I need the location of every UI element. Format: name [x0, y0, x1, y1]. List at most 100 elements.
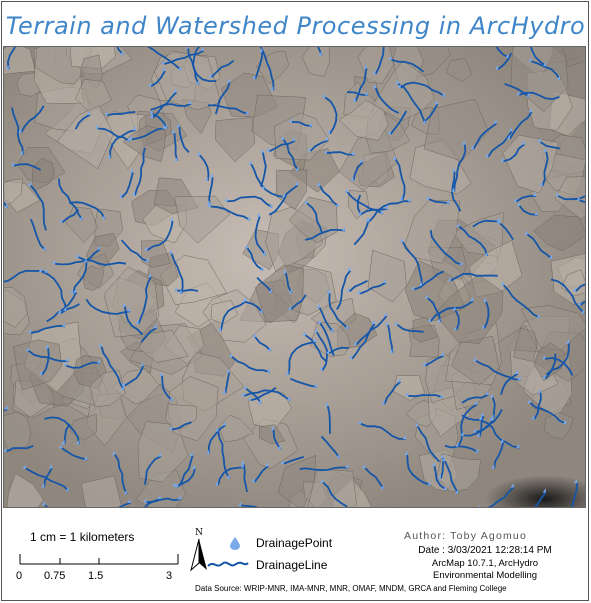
- drainage-line: [290, 294, 307, 311]
- drainage-line: [116, 47, 124, 56]
- drainage-line: [134, 147, 146, 196]
- drainage-point: [517, 375, 521, 381]
- drainage-point: [422, 119, 426, 124]
- drainage-point: [127, 498, 131, 503]
- drainage-point: [25, 346, 29, 352]
- drainage-line: [439, 457, 445, 479]
- drainage-line: [495, 47, 510, 59]
- drainage-point: [476, 432, 480, 437]
- drainage-line: [11, 107, 24, 155]
- drainage-line: [389, 110, 408, 135]
- drainage-point: [451, 187, 455, 192]
- data-source-credit: Data Source: WRIP-MNR, IMA-MNR, MNR, OMA…: [195, 584, 507, 593]
- drainage-point: [555, 192, 559, 197]
- course-credit: Environmental Modelling: [432, 570, 538, 581]
- drainage-line: [354, 68, 368, 102]
- drainage-point: [176, 123, 180, 128]
- drainage-line: [400, 81, 446, 98]
- drainage-line: [336, 270, 352, 310]
- drainage-line: [461, 393, 489, 404]
- drainage-point: [97, 359, 101, 364]
- drainage-point: [280, 459, 284, 465]
- drainage-line: [531, 60, 561, 81]
- drainage-point: [164, 124, 168, 129]
- drainage-line: [109, 129, 136, 159]
- drainage-point: [63, 306, 67, 311]
- catchment-polygon: [255, 51, 290, 85]
- drainage-point: [76, 440, 80, 445]
- drainage-point: [86, 110, 90, 115]
- drainage-point: [510, 483, 514, 488]
- drainage-point: [267, 346, 271, 352]
- drainage-point: [149, 109, 153, 115]
- drainage-point: [252, 333, 256, 338]
- drainage-line: [320, 435, 341, 459]
- drainage-point: [453, 326, 457, 331]
- drainage-point: [385, 321, 389, 326]
- drainage-point: [395, 79, 399, 85]
- catchment-polygon: [445, 57, 473, 83]
- drainage-point: [537, 388, 541, 393]
- drainage-point: [143, 498, 147, 503]
- drainage-line: [114, 454, 128, 495]
- catchment-polygon: [154, 50, 222, 111]
- drainage-point: [470, 144, 474, 150]
- drainage-point: [18, 128, 22, 133]
- drainage-point: [363, 64, 367, 69]
- drainage-line: [147, 47, 182, 71]
- drainage-line: [250, 163, 266, 190]
- drainage-point: [195, 80, 199, 85]
- drainage-point: [215, 427, 219, 432]
- drainage-line: [97, 127, 131, 143]
- drainage-line: [316, 331, 328, 371]
- drainage-line: [272, 429, 282, 450]
- drainage-line: [360, 423, 407, 440]
- drainage-point: [288, 305, 292, 310]
- drainage-line: [254, 51, 264, 80]
- drainage-point: [313, 328, 317, 333]
- drainage-line: [326, 405, 331, 434]
- author-credit: Author: Toby Agomuo: [404, 530, 528, 542]
- drainage-point: [185, 47, 189, 49]
- drainage-point: [282, 193, 286, 198]
- drainage-point: [521, 140, 525, 145]
- drainage-point: [226, 368, 230, 373]
- drainage-point: [61, 439, 65, 445]
- drainage-point: [107, 154, 111, 159]
- drainage-point: [403, 434, 407, 440]
- drainage-point: [459, 261, 463, 266]
- drainage-point: [57, 309, 61, 314]
- drainage-line: [231, 356, 271, 374]
- catchment-polygon: [89, 370, 126, 408]
- dark-terrain-patch: [384, 427, 585, 507]
- drainage-point: [424, 294, 428, 299]
- drainage-point: [362, 464, 366, 469]
- drainage-point: [22, 464, 26, 469]
- drainage-point: [304, 199, 308, 204]
- drainage-line: [124, 365, 145, 387]
- drainage-point: [178, 289, 182, 294]
- drainage-point: [111, 450, 115, 455]
- drainage-line: [100, 346, 125, 391]
- drainage-line: [424, 103, 439, 122]
- drainage-line: [493, 442, 505, 469]
- drainage-line: [140, 327, 157, 343]
- drainage-point: [527, 399, 531, 404]
- drainage-line: [4, 269, 48, 283]
- drainage-point: [325, 136, 329, 141]
- drainage-point: [280, 135, 284, 140]
- drainage-point: [169, 425, 173, 430]
- drainage-line: [368, 200, 411, 223]
- drainage-point: [38, 267, 42, 272]
- drainage-point: [344, 188, 348, 193]
- drainage-line: [571, 482, 578, 507]
- drainage-line: [417, 425, 440, 463]
- drainage-line: [539, 141, 561, 150]
- catchment-polygon: [302, 47, 330, 77]
- drainage-point: [358, 210, 362, 216]
- drainage-line: [299, 466, 349, 472]
- catchment-polygon: [12, 339, 62, 391]
- drainage-line: [283, 456, 304, 465]
- drainage-point: [188, 99, 192, 105]
- catchment-polygon: [367, 249, 407, 303]
